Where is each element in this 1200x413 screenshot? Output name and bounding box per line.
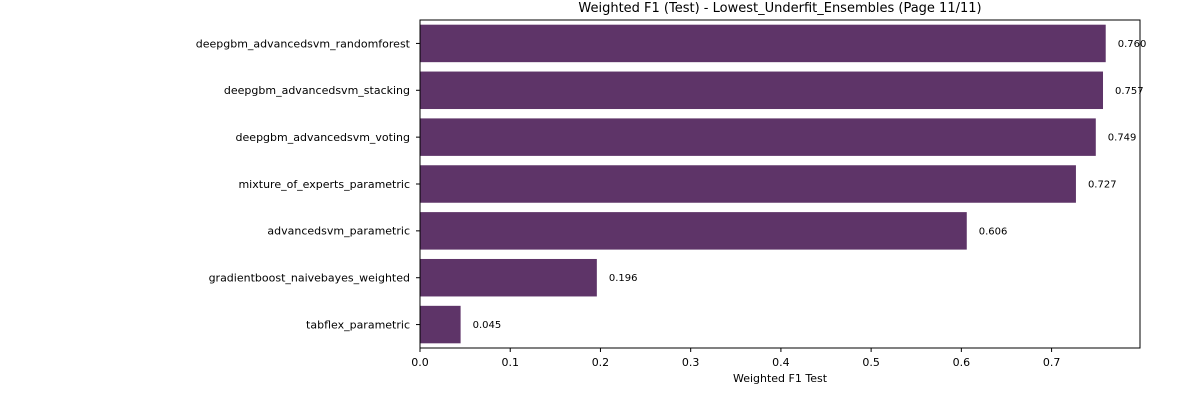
category-label-deepgbm_advancedsvm_voting: deepgbm_advancedsvm_voting (236, 131, 410, 144)
x-axis-label: Weighted F1 Test (733, 372, 828, 385)
x-tick-label: 0.1 (501, 356, 519, 369)
value-label-deepgbm_advancedsvm_voting: 0.749 (1108, 133, 1137, 144)
category-label-gradientboost_naivebayes_weighted: gradientboost_naivebayes_weighted (209, 272, 410, 285)
x-tick-label: 0.3 (682, 356, 700, 369)
bar-advancedsvm_parametric (420, 212, 967, 250)
category-labels: deepgbm_advancedsvm_randomforest deepgbm_… (196, 37, 420, 331)
category-label-advancedsvm_parametric: advancedsvm_parametric (267, 225, 410, 238)
bars-layer (420, 24, 1106, 344)
category-label-mixture_of_experts_parametric: mixture_of_experts_parametric (238, 178, 410, 191)
bar-deepgbm_advancedsvm_randomforest (420, 24, 1106, 63)
x-tick-label: 0.6 (953, 356, 971, 369)
plot-frame (419, 19, 1141, 349)
value-label-deepgbm_advancedsvm_randomforest: 0.760 (1118, 39, 1147, 50)
value-labels: 0.760 0.757 0.749 0.727 0.606 0.196 0.045 (473, 39, 1147, 331)
bar-gradientboost_naivebayes_weighted (420, 258, 597, 297)
x-tick-label: 0.2 (592, 356, 610, 369)
category-label-tabflex_parametric: tabflex_parametric (306, 318, 410, 331)
x-tick-label: 0.7 (1043, 356, 1061, 369)
value-label-deepgbm_advancedsvm_stacking: 0.757 (1115, 86, 1144, 97)
bar-deepgbm_advancedsvm_stacking (420, 71, 1104, 110)
x-axis-ticks: 0.0 0.1 0.2 0.3 0.4 0.5 0.6 0.7 (411, 348, 1060, 369)
x-tick-label: 0.4 (772, 356, 790, 369)
bar-deepgbm_advancedsvm_voting (420, 118, 1096, 156)
value-label-mixture_of_experts_parametric: 0.727 (1088, 180, 1117, 191)
category-label-deepgbm_advancedsvm_stacking: deepgbm_advancedsvm_stacking (224, 84, 410, 97)
chart-title: Weighted F1 (Test) - Lowest_Underfit_Ens… (578, 1, 981, 16)
x-tick-label: 0.5 (862, 356, 880, 369)
x-tick-label: 0.0 (411, 356, 429, 369)
value-label-tabflex_parametric: 0.045 (473, 320, 502, 331)
bar-tabflex_parametric (420, 305, 461, 344)
value-label-advancedsvm_parametric: 0.606 (979, 226, 1008, 237)
value-label-gradientboost_naivebayes_weighted: 0.196 (609, 273, 638, 284)
bar-mixture_of_experts_parametric (420, 165, 1076, 203)
category-label-deepgbm_advancedsvm_randomforest: deepgbm_advancedsvm_randomforest (196, 37, 411, 50)
